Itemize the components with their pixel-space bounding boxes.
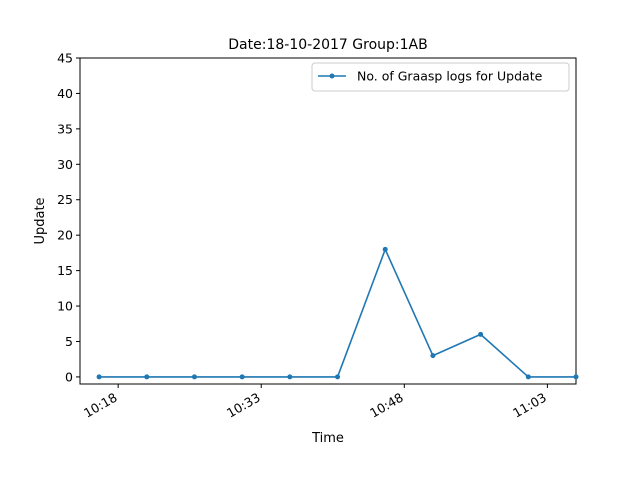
- data-point: [335, 374, 341, 380]
- data-point: [573, 374, 579, 380]
- y-tick-label: 35: [57, 121, 73, 136]
- series-layer: [96, 246, 579, 380]
- y-tick-label: 25: [57, 192, 73, 207]
- data-point: [144, 374, 150, 380]
- y-tick-label: 5: [65, 334, 73, 349]
- legend: No. of Graasp logs for Update: [311, 62, 570, 92]
- legend-marker-swatch: [329, 73, 335, 79]
- x-axis-label: Time: [311, 431, 344, 446]
- y-tick-label: 45: [57, 51, 73, 66]
- y-axis: 0 5 10 15 20 25 30 35 40 45: [57, 51, 80, 384]
- x-tick-label: 10:48: [367, 390, 406, 421]
- x-tick-label: 10:33: [224, 390, 263, 421]
- legend-box: [311, 62, 570, 92]
- data-point: [478, 331, 484, 337]
- data-point: [525, 374, 531, 380]
- data-point: [287, 374, 293, 380]
- chart-title: Date:18-10-2017 Group:1AB: [228, 37, 427, 53]
- y-tick-label: 40: [57, 86, 73, 101]
- y-tick-label: 20: [57, 228, 73, 243]
- legend-label: No. of Graasp logs for Update: [357, 69, 543, 84]
- plot-area: [79, 57, 577, 385]
- x-tick-label: 11:03: [510, 390, 549, 421]
- y-tick-label: 15: [57, 263, 73, 278]
- y-tick-label: 10: [57, 299, 73, 314]
- data-point: [430, 353, 436, 359]
- data-point: [382, 246, 388, 252]
- data-point: [96, 374, 102, 380]
- y-axis-label: Update: [33, 197, 48, 244]
- x-tick-label: 10:18: [81, 390, 120, 421]
- data-point: [191, 374, 197, 380]
- data-point: [239, 374, 245, 380]
- y-tick-label: 30: [57, 157, 73, 172]
- y-tick-label: 0: [65, 369, 73, 384]
- x-axis: 10:18 10:33 10:48 11:03: [81, 384, 549, 421]
